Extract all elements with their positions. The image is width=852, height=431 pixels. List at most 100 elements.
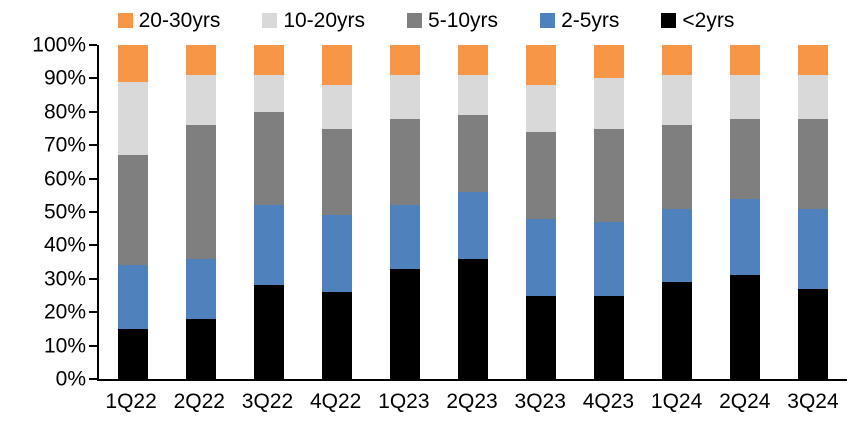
y-tick-label: 30% <box>43 267 86 291</box>
x-tick-label-1q22: 1Q22 <box>105 390 157 413</box>
legend-label: 10-20yrs <box>283 9 366 32</box>
segment-2yrs <box>798 288 828 379</box>
legend-swatch-2yrs-icon <box>661 13 677 28</box>
legend-swatch-2-5yrs-icon <box>540 13 556 28</box>
bar-2q24 <box>711 45 779 379</box>
legend-item-5-10yrs: 5-10yrs <box>407 10 498 31</box>
y-tick-label: 10% <box>43 334 86 358</box>
bar-4q22 <box>303 45 371 379</box>
x-tick-label-4q23: 4Q23 <box>582 390 635 413</box>
segment-20-30yrs <box>458 45 488 76</box>
x-tick-label-1q23: 1Q23 <box>378 390 430 413</box>
bar-1q23 <box>371 45 439 379</box>
segment-20-30yrs <box>322 45 352 86</box>
segment-20-30yrs <box>186 45 216 76</box>
legend-label: 20-30yrs <box>138 9 221 32</box>
segment-10-20yrs <box>798 75 828 119</box>
segment-5-10yrs <box>118 155 148 266</box>
segment-2-5yrs <box>118 265 148 329</box>
y-tick-label: 20% <box>43 300 86 324</box>
segment-10-20yrs <box>390 75 420 119</box>
legend-swatch-10-20yrs-icon <box>262 13 278 28</box>
bar-3q22 <box>235 45 303 379</box>
y-tick-label: 80% <box>43 100 86 124</box>
segment-2yrs <box>186 318 216 379</box>
bar-4q23 <box>575 45 643 379</box>
segment-5-10yrs <box>254 111 284 206</box>
segment-2yrs <box>594 295 624 379</box>
segment-2-5yrs <box>662 208 692 283</box>
legend-swatch-5-10yrs-icon <box>407 13 423 28</box>
chart-legend: 20-30yrs 10-20yrs 5-10yrs 2-5yrs <2yrs <box>0 10 852 31</box>
legend-item-20-30yrs: 20-30yrs <box>117 9 221 32</box>
segment-20-30yrs <box>798 45 828 76</box>
y-tick-mark <box>89 44 97 46</box>
segment-2yrs <box>458 258 488 379</box>
segment-2-5yrs <box>186 258 216 319</box>
y-tick-mark <box>89 177 97 180</box>
segment-10-20yrs <box>186 75 216 126</box>
segment-2yrs <box>254 285 284 379</box>
segment-10-20yrs <box>526 85 556 132</box>
segment-10-20yrs <box>730 75 760 119</box>
segment-2yrs <box>526 295 556 379</box>
segment-2-5yrs <box>458 191 488 259</box>
bar-2q23 <box>439 45 507 379</box>
segment-20-30yrs <box>662 45 692 76</box>
y-tick-label: 50% <box>43 200 86 224</box>
segment-2-5yrs <box>730 198 760 276</box>
segment-10-20yrs <box>254 75 284 112</box>
segment-5-10yrs <box>662 125 692 209</box>
bar-1q24 <box>643 45 711 379</box>
segment-20-30yrs <box>118 45 148 82</box>
y-tick-label: 90% <box>43 66 86 90</box>
segment-2yrs <box>118 328 148 379</box>
plot-area <box>89 44 847 381</box>
x-tick-label-3q23: 3Q23 <box>514 390 566 413</box>
bars-container <box>99 45 847 379</box>
segment-20-30yrs <box>390 45 420 76</box>
segment-5-10yrs <box>390 118 420 206</box>
y-tick-mark <box>89 311 97 314</box>
segment-20-30yrs <box>730 45 760 76</box>
segment-10-20yrs <box>662 75 692 126</box>
segment-2-5yrs <box>390 205 420 269</box>
segment-10-20yrs <box>458 75 488 116</box>
y-tick-mark <box>89 378 97 380</box>
y-tick-mark <box>89 244 97 247</box>
x-axis-labels: 1Q22 2Q22 3Q22 4Q22 1Q23 2Q23 3Q23 4Q23 1Q24 2Q24… <box>97 391 847 412</box>
x-tick-label-2q24: 2Q24 <box>719 390 771 413</box>
segment-2-5yrs <box>526 218 556 296</box>
segment-10-20yrs <box>118 81 148 156</box>
y-tick-mark <box>89 344 97 347</box>
segment-2-5yrs <box>594 222 624 296</box>
segment-10-20yrs <box>322 85 352 129</box>
legend-label: 5-10yrs <box>428 9 499 32</box>
segment-5-10yrs <box>730 118 760 199</box>
segment-2-5yrs <box>798 208 828 289</box>
segment-5-10yrs <box>798 118 828 209</box>
y-tick-mark <box>89 77 97 80</box>
y-tick-label: 0% <box>55 367 86 391</box>
segment-5-10yrs <box>458 115 488 192</box>
y-tick-label: 70% <box>43 133 86 157</box>
y-tick-mark <box>89 277 97 280</box>
segment-2yrs <box>322 292 352 379</box>
y-tick-label: 60% <box>43 167 86 191</box>
legend-swatch-20-30yrs-icon <box>117 13 133 28</box>
y-axis-labels: 0% 10% 20% 30% 40% 50% 60% 70% 80% 90% 100% <box>0 35 86 390</box>
segment-5-10yrs <box>186 125 216 259</box>
x-tick-label-2q22: 2Q22 <box>173 390 225 413</box>
x-tick-label-4q22: 4Q22 <box>309 390 362 413</box>
bar-1q22 <box>99 45 167 379</box>
segment-2-5yrs <box>322 215 352 293</box>
legend-item-10-20yrs: 10-20yrs <box>262 10 365 31</box>
segment-5-10yrs <box>526 131 556 219</box>
segment-5-10yrs <box>322 128 352 216</box>
segment-2-5yrs <box>254 205 284 286</box>
x-tick-label-3q22: 3Q22 <box>241 390 294 413</box>
legend-item-2-5yrs: 2-5yrs <box>540 10 619 31</box>
segment-2yrs <box>730 275 760 379</box>
bar-3q24 <box>779 45 847 379</box>
